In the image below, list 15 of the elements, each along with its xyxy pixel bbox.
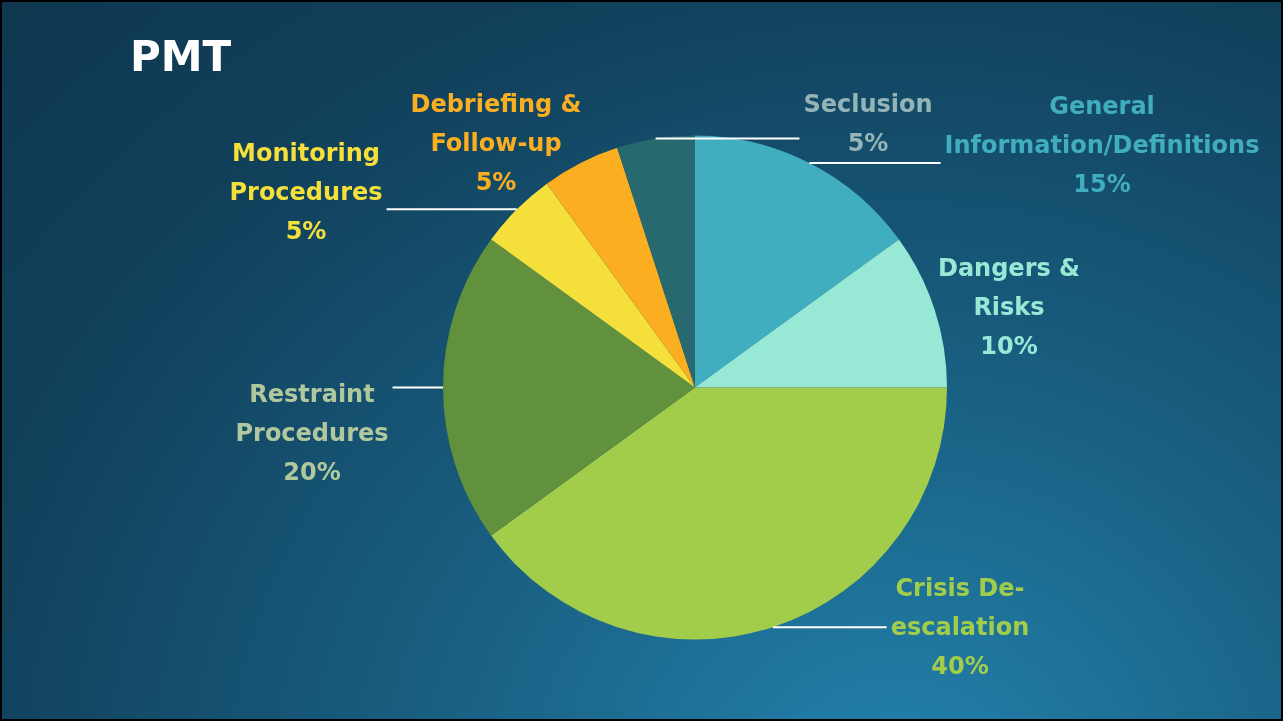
data-label: 10% bbox=[980, 332, 1038, 361]
data-label: 5% bbox=[475, 168, 517, 197]
data-label: 40% bbox=[931, 652, 989, 681]
slice-label: Dangers & Risks bbox=[937, 254, 1081, 322]
slice-label: Debriefing & Follow-up bbox=[410, 90, 582, 158]
chart-title: PMT bbox=[130, 32, 232, 81]
data-label: 20% bbox=[283, 458, 341, 487]
data-label: 15% bbox=[1073, 170, 1131, 199]
data-label: 5% bbox=[285, 217, 327, 246]
data-label: 5% bbox=[847, 129, 889, 158]
slice-label: Restraint Procedures bbox=[235, 380, 389, 448]
slice-label: Monitoring Procedures bbox=[229, 139, 383, 207]
slice-label: Crisis De-escalation bbox=[890, 574, 1030, 642]
slice-label: General Information/Definitions bbox=[944, 92, 1260, 160]
slice-label: Seclusion bbox=[803, 90, 933, 119]
